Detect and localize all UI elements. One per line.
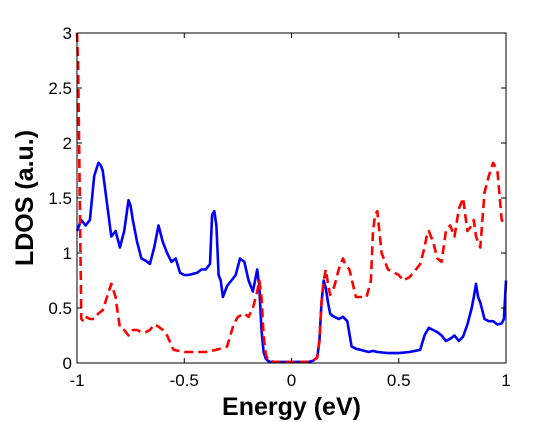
x-tick-label: -1 <box>69 371 84 390</box>
x-tick-label: 0.5 <box>387 371 411 390</box>
tick-layer: -1 -0.5 0 0.5 1 0 0.5 1 1.5 2 2.5 3 <box>48 24 510 390</box>
y-axis-label: LDOS (a.u.) <box>11 130 39 266</box>
y-tick-label: 0 <box>63 354 72 373</box>
x-tick-label: 1 <box>501 371 510 390</box>
y-tick-label: 1 <box>63 244 72 263</box>
x-tick-label: -0.5 <box>170 371 199 390</box>
y-tick-label: 0.5 <box>48 299 72 318</box>
y-tick-label: 1.5 <box>48 189 72 208</box>
series-layer <box>75 32 508 364</box>
y-tick-label: 2.5 <box>48 79 72 98</box>
x-tick-label: 0 <box>287 371 296 390</box>
series-line-2 <box>75 32 508 364</box>
plot-area <box>77 33 506 363</box>
x-axis-label: Energy (eV) <box>222 393 361 421</box>
y-tick-label: 2 <box>63 134 72 153</box>
y-tick-label: 3 <box>63 24 72 43</box>
